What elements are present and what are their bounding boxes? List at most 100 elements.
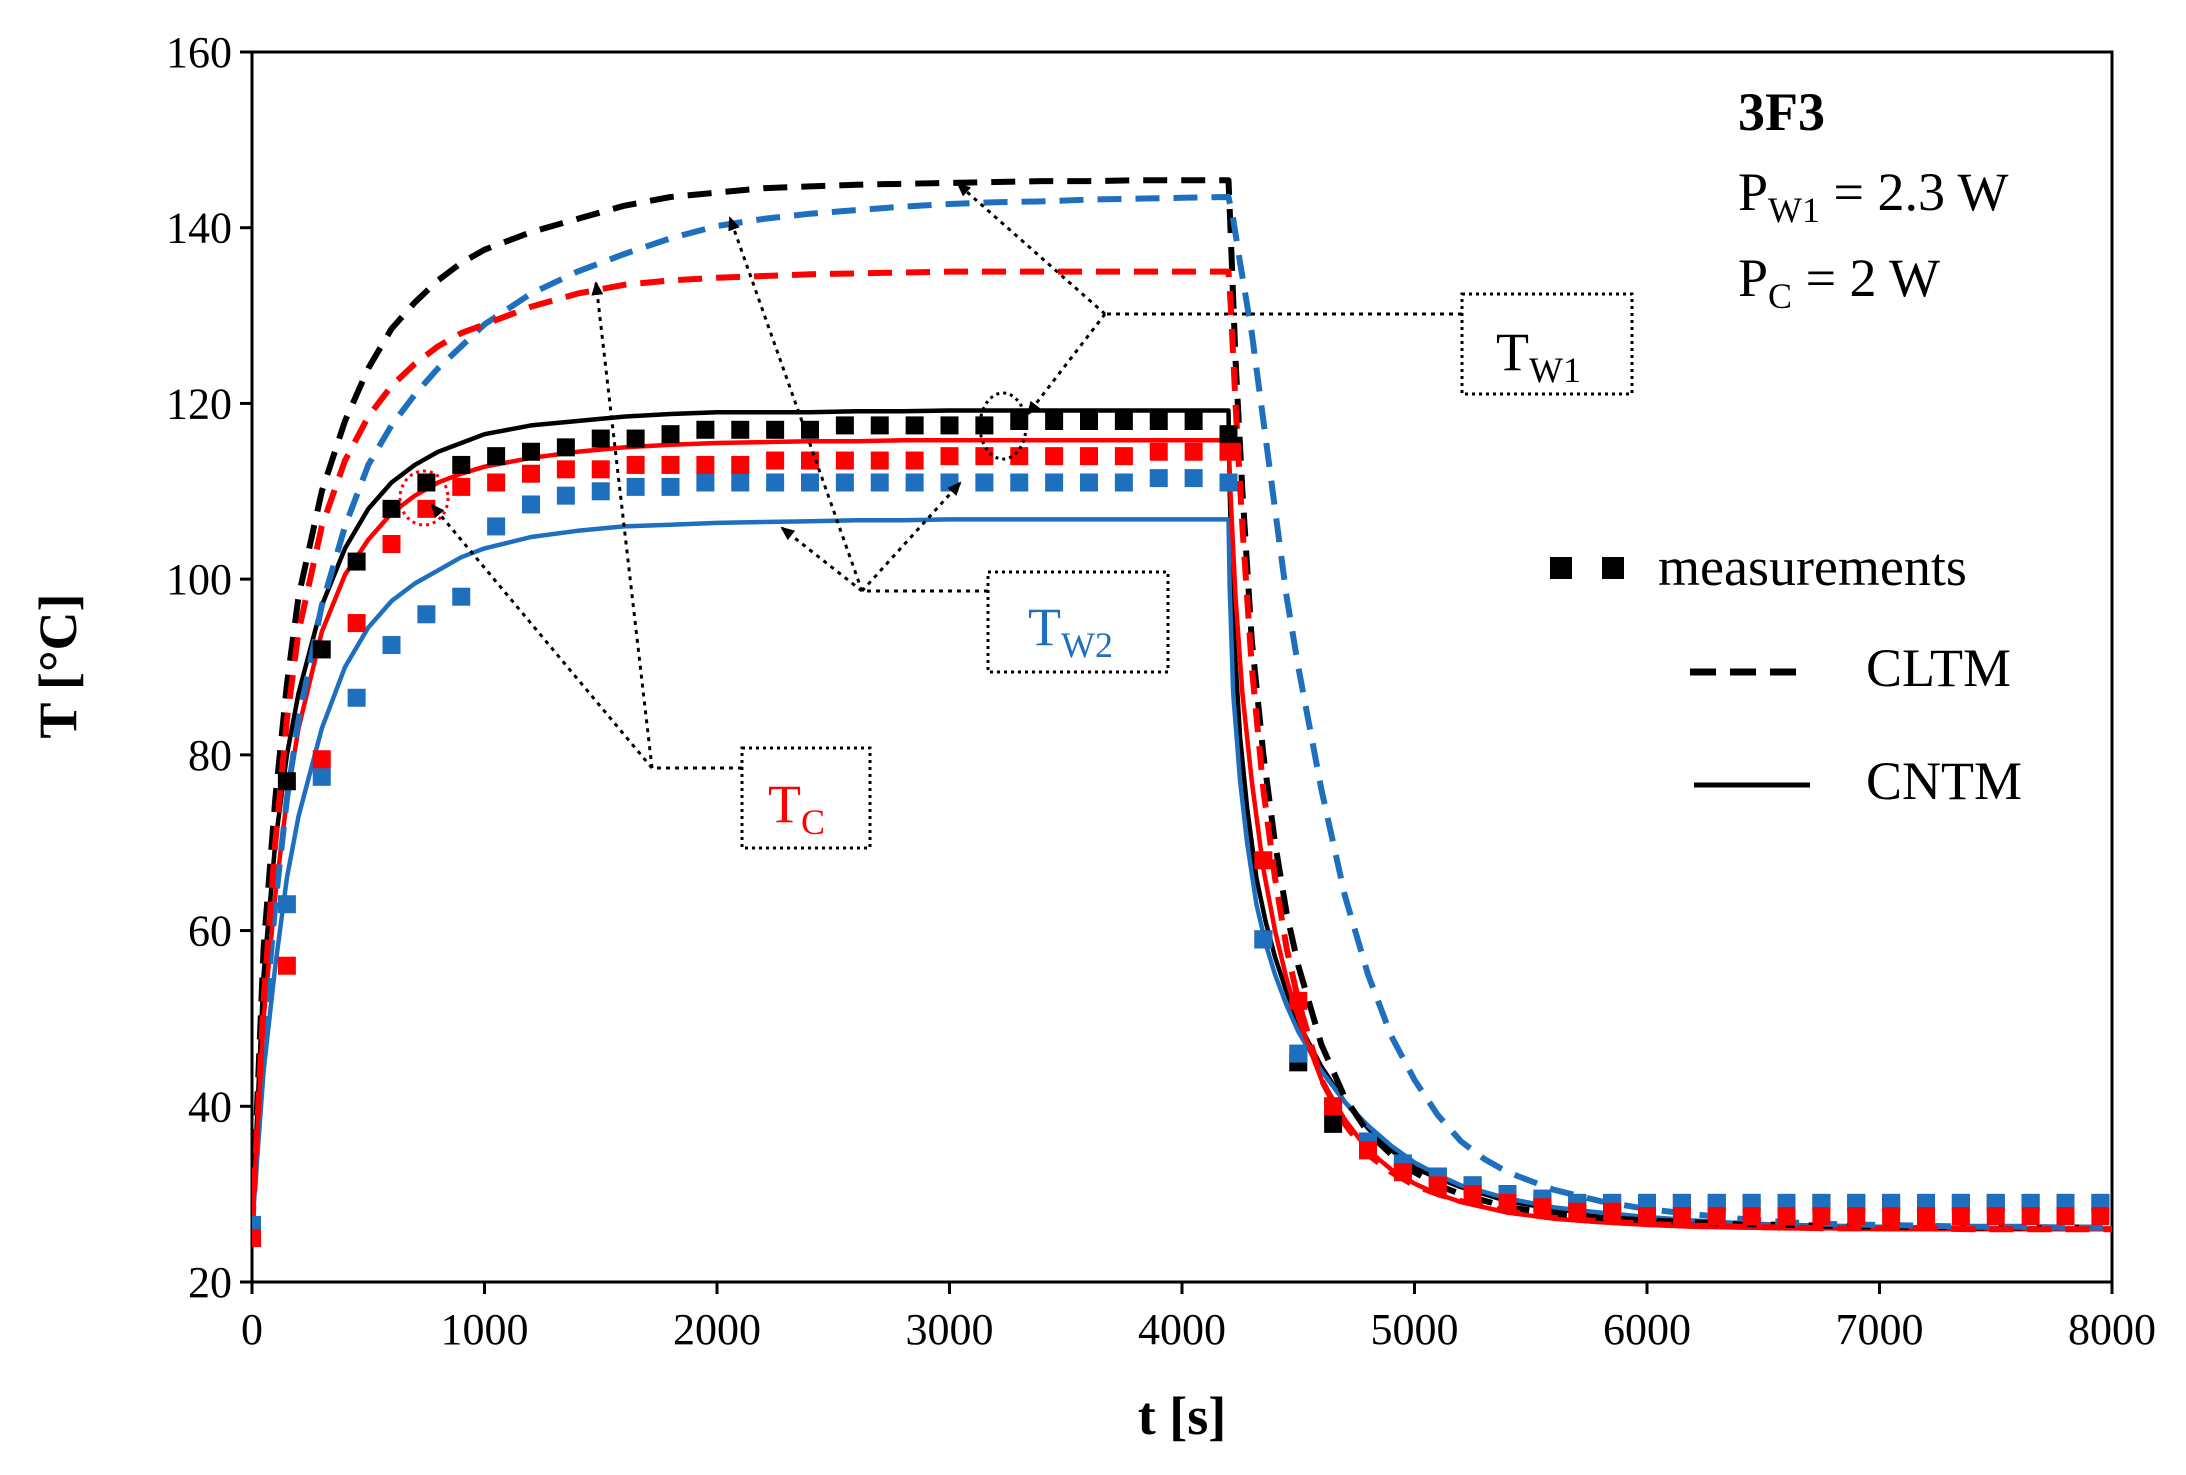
tw2-measurements-point (591, 482, 610, 501)
tw2-measurements-point (1045, 473, 1064, 492)
tw1-measurements-point (1219, 425, 1238, 444)
tc-measurements-point (2056, 1207, 2075, 1226)
x-tick-label: 7000 (1836, 1305, 1924, 1354)
tw2-measurements-point (975, 473, 994, 492)
info-title: 3F3 (1738, 82, 1825, 142)
tc-measurements-point (835, 451, 854, 470)
legend-label-cltm: CLTM (1866, 638, 2011, 698)
tc-measurements-point (1219, 442, 1238, 461)
x-tick-label: 2000 (673, 1305, 761, 1354)
tc-measurements-point (1393, 1163, 1412, 1182)
tw1-measurements-point (940, 416, 959, 435)
legend-swatch-measurements-1 (1550, 557, 1572, 579)
tc-measurements-point (1882, 1207, 1901, 1226)
tc-measurements-point (1777, 1207, 1796, 1226)
y-tick-label: 120 (166, 379, 232, 428)
tc-measurements-point (731, 455, 750, 474)
tc-measurements-point (591, 460, 610, 479)
tw1-measurements-point (870, 416, 889, 435)
tc-measurements-point (2021, 1207, 2040, 1226)
series-layer (252, 177, 2112, 1248)
tc-measurements-point (1498, 1193, 1517, 1212)
tc-measurements-point (1149, 442, 1168, 461)
legend-swatch-measurements-2 (1602, 557, 1624, 579)
tc-measurements-point (940, 447, 959, 466)
tc-measurements-point (1742, 1207, 1761, 1226)
tw1-measurements-point (905, 416, 924, 435)
tw2-arrow-3 (780, 526, 863, 593)
x-tick-label: 8000 (2068, 1305, 2156, 1354)
tw1-arrow-1 (956, 182, 1106, 316)
tw2-measurements-point (835, 473, 854, 492)
tc-measurements-point (1533, 1198, 1552, 1217)
tc-measurements-point (452, 477, 471, 496)
tw1-measurements-point (1149, 412, 1168, 430)
tc-measurements-point (1428, 1176, 1447, 1195)
tw2-measurements-point (382, 636, 401, 655)
tw1-measurements-point (1080, 412, 1098, 430)
tw1-measurements-point (766, 420, 785, 439)
tw2-measurements-point (1254, 930, 1273, 949)
tw1-measurements-point (312, 640, 331, 659)
tc-measurements-point (1672, 1207, 1691, 1226)
tw1-measurements-point (626, 429, 645, 448)
tw2-measurements-point (1184, 469, 1203, 488)
tc-measurements-point (1707, 1207, 1726, 1226)
tc-measurements-point (556, 460, 575, 479)
tw2-measurements-point (1010, 473, 1029, 492)
tc-measurements-point (312, 750, 331, 769)
tw2-measurements-point (731, 473, 750, 492)
tw2-measurements-point (661, 477, 680, 496)
tc-callout-circle (398, 469, 450, 527)
y-axis-title: T [°C] (28, 593, 88, 738)
legend-label-measurements: measurements (1658, 537, 1967, 597)
y-tick-label: 20 (188, 1258, 232, 1307)
tw1-measurements-point (277, 772, 296, 791)
y-tick-label: 40 (188, 1082, 232, 1131)
tw2-measurements-point (252, 1215, 261, 1234)
tw1-measurements-point (417, 473, 436, 492)
tc-measurements-point (626, 455, 645, 474)
tw2-arrow-1 (728, 216, 864, 592)
tw2-measurements-point (1289, 1044, 1308, 1063)
tw2-annotation-label: TW2 (1028, 597, 1113, 665)
tc-cltm-line (252, 268, 2112, 1233)
tc-measurements-point (1010, 447, 1029, 466)
y-tick-label: 140 (166, 204, 232, 253)
tw1-cltm-line (252, 177, 2112, 1231)
tc-measurements-point (1638, 1207, 1656, 1226)
tw1-measurements-point (591, 429, 610, 448)
tc-measurements-point (1986, 1207, 2005, 1226)
tw2-measurements-point (277, 895, 296, 914)
tc-annotation: TC (740, 746, 872, 850)
tw1-measurements-point (1324, 1114, 1343, 1133)
tc-measurements-point (1568, 1202, 1587, 1221)
tw1-measurements-point (731, 420, 750, 439)
tw2-measurements-point (487, 517, 506, 536)
tw2-measurements-point (766, 473, 785, 492)
tc-measurements-point (1080, 447, 1098, 466)
info-box: 3F3 PW1 = 2.3 W PC = 2 W (1738, 82, 2009, 316)
y-tick-label: 80 (188, 731, 232, 780)
tw2-measurements-point (1080, 473, 1098, 492)
annotation-arrows (430, 182, 1462, 770)
tc-measurements-point (975, 447, 994, 466)
x-tick-label: 1000 (441, 1305, 529, 1354)
x-axis-title: t [s] (1138, 1386, 1226, 1446)
tw1-measurements-point (347, 552, 366, 571)
tc-measurements-point (1184, 442, 1203, 461)
tw2-measurements-point (452, 587, 471, 606)
legend: measurements CLTM CNTM (1550, 537, 2022, 811)
tw2-measurements-point (1149, 469, 1168, 488)
x-tick-label: 6000 (1603, 1305, 1691, 1354)
y-tick-label: 100 (166, 555, 232, 604)
tc-measurements-point (487, 473, 506, 492)
tw2-measurements-point (347, 688, 366, 707)
tw2-measurements-point (801, 473, 819, 492)
tw1-measurements-point (487, 447, 506, 466)
tw2-arrow-2 (860, 481, 962, 593)
tc-measurements-point (382, 535, 401, 553)
tw2-measurements-point (626, 477, 645, 496)
tc-measurements-point (870, 451, 889, 470)
tc-measurements-point (1917, 1207, 1935, 1226)
